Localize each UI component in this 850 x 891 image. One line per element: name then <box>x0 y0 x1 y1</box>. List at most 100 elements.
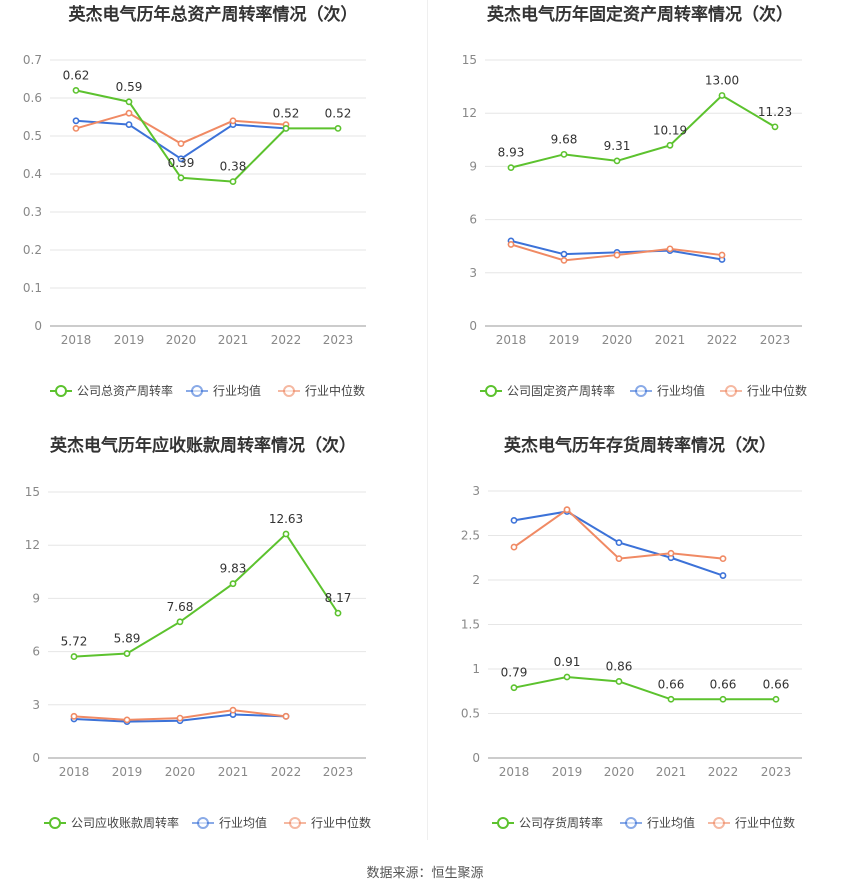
data-point-median <box>667 549 675 557</box>
data-label: 0.79 <box>501 666 528 680</box>
y-tick-label: 12 <box>25 538 40 552</box>
data-point-median <box>282 712 290 720</box>
chart-title: 英杰电气历年总资产周转率情况（次） <box>69 4 358 25</box>
legend-item-avg: 行业均值 <box>630 383 705 398</box>
y-tick-label: 6 <box>469 213 477 227</box>
y-tick-label: 1.5 <box>461 618 480 632</box>
data-label: 0.38 <box>220 160 247 174</box>
y-tick-label: 0.7 <box>23 53 42 67</box>
data-point-company <box>125 98 133 106</box>
data-label: 0.52 <box>325 106 352 120</box>
chart-panel-1: 英杰电气历年总资产周转率情况（次） 0 0.1 0.2 0.3 0.4 0.5 0.6 0.7 2… <box>23 4 366 398</box>
y-tick-label: 0 <box>469 319 477 333</box>
data-point-company <box>560 150 568 158</box>
data-point-company <box>72 87 80 94</box>
data-point-avg <box>72 117 80 125</box>
data-point-company <box>563 673 571 681</box>
y-tick-label: 15 <box>25 485 40 499</box>
data-point-company <box>666 141 674 149</box>
panel-divider <box>427 0 428 840</box>
legend-label: 公司应收账款周转率 <box>71 815 179 830</box>
legend-item-median: 行业中位数 <box>708 815 795 830</box>
y-tick-label: 3 <box>469 266 477 280</box>
legend-marker <box>197 817 209 829</box>
y-tick-label: 15 <box>462 53 477 67</box>
data-point-company <box>718 92 726 99</box>
legend-item-avg: 行业均值 <box>186 383 261 398</box>
data-point-median <box>615 555 623 563</box>
legend-marker <box>713 817 725 829</box>
legend-label: 公司存货周转率 <box>519 815 603 830</box>
data-label: 0.62 <box>63 68 90 82</box>
x-tick-label: 2020 <box>604 765 635 779</box>
data-point-median <box>719 555 727 563</box>
x-tick-label: 2023 <box>761 765 792 779</box>
series-line-company <box>513 676 776 701</box>
legend-marker <box>191 385 203 397</box>
data-point-company <box>719 695 727 703</box>
y-tick-label: 0.5 <box>461 707 480 721</box>
y-tick-label: 9 <box>32 591 40 605</box>
y-tick-label: 6 <box>32 645 40 659</box>
data-point-median <box>229 117 237 125</box>
legend-marker <box>283 385 295 397</box>
legend-label: 行业均值 <box>213 383 261 398</box>
legend-label: 行业中位数 <box>735 815 795 830</box>
data-point-avg <box>177 155 185 163</box>
data-label: 13.00 <box>705 73 739 87</box>
data-point-median <box>613 251 621 259</box>
data-label: 8.17 <box>325 591 352 605</box>
x-tick-label: 2019 <box>112 765 143 779</box>
data-point-median <box>560 256 568 264</box>
data-point-company <box>123 650 131 657</box>
data-point-median <box>70 712 78 720</box>
data-point-company <box>70 653 78 660</box>
data-label: 0.52 <box>273 106 300 120</box>
data-label: 11.23 <box>758 105 792 119</box>
legend-item-company: 公司总资产周转率 <box>50 383 173 398</box>
data-point-median <box>125 109 133 117</box>
legend-label: 公司总资产周转率 <box>77 383 173 398</box>
x-tick-label: 2021 <box>218 333 249 347</box>
chart-title: 英杰电气历年固定资产周转率情况（次） <box>487 4 793 25</box>
data-label: 0.59 <box>116 80 143 94</box>
series-line-median <box>513 508 724 560</box>
legend-item-avg: 行业均值 <box>620 815 695 830</box>
data-point-company <box>615 678 623 685</box>
x-tick-label: 2019 <box>552 765 583 779</box>
y-tick-label: 2 <box>472 573 480 587</box>
data-label: 9.31 <box>604 139 631 153</box>
chart-panel-4: 英杰电气历年存货周转率情况（次） 0 0.5 1 1.5 2 2.5 3 2018 2019 202… <box>461 435 802 830</box>
data-label: 0.66 <box>763 677 790 691</box>
data-point-median <box>123 716 131 724</box>
legend-label: 行业均值 <box>657 383 705 398</box>
y-tick-label: 1 <box>472 662 480 676</box>
x-tick-label: 2020 <box>602 333 633 347</box>
x-tick-label: 2023 <box>760 333 791 347</box>
legend-label: 公司固定资产周转率 <box>507 383 615 398</box>
data-label: 0.91 <box>554 655 581 669</box>
series-line-company <box>73 532 339 658</box>
series-line-company <box>510 94 776 169</box>
legend-marker <box>725 385 737 397</box>
x-tick-label: 2023 <box>323 333 354 347</box>
data-point-company <box>510 684 518 692</box>
data-label: 0.39 <box>168 156 195 170</box>
legend-marker <box>625 817 637 829</box>
data-point-company <box>176 618 184 626</box>
data-point-avg <box>719 572 727 579</box>
legend-item-median: 行业中位数 <box>278 383 365 398</box>
y-tick-label: 0 <box>34 319 42 333</box>
data-point-company <box>177 174 185 182</box>
data-point-company <box>507 164 515 172</box>
data-point-company <box>282 530 290 538</box>
x-tick-label: 2022 <box>271 765 302 779</box>
data-label: 9.68 <box>551 132 578 146</box>
data-point-company <box>282 124 290 132</box>
data-source-note: 数据来源：恒生聚源 <box>366 866 484 881</box>
legend-label: 行业均值 <box>647 815 695 830</box>
data-point-median <box>72 124 80 132</box>
y-tick-label: 9 <box>469 159 477 173</box>
legend-marker <box>49 817 61 829</box>
y-tick-label: 0.4 <box>23 167 42 181</box>
